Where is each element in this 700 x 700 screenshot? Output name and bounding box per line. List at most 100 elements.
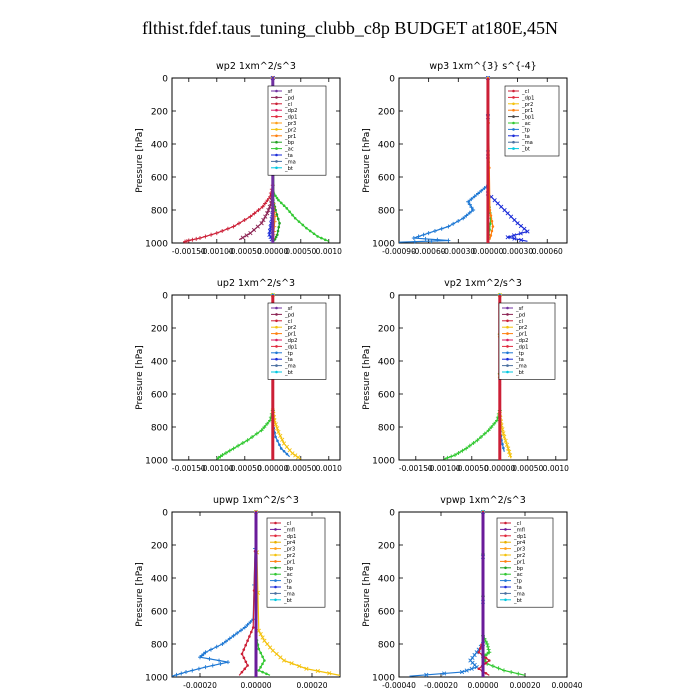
series-marker [236,443,241,448]
series-marker [279,201,283,205]
series-marker [464,446,469,451]
series-marker [502,446,505,450]
legend-marker [274,579,277,582]
series-marker [252,211,257,216]
legend-marker [275,134,278,138]
series-marker [456,450,461,455]
series-marker [279,447,283,450]
series-marker [502,208,507,213]
series-marker [472,194,477,199]
series-marker [248,635,251,638]
legend-marker [275,332,278,335]
series-marker [251,227,257,233]
series-marker [218,661,223,666]
series-marker [278,655,283,660]
legend-label: _bt [283,598,292,604]
x-tick-label: 0.00000 [257,247,288,256]
series-marker [469,197,474,202]
series-marker [190,668,195,673]
series-marker [449,454,454,459]
legend-marker [275,115,278,118]
series-marker [289,661,294,666]
series-line [216,295,274,460]
series-marker [226,660,230,665]
legend-marker [275,108,278,112]
legend-marker [504,521,507,525]
y-tick-label: 200 [151,108,168,118]
y-tick-label: 600 [378,608,395,618]
series-marker [312,232,316,236]
series-marker [518,223,524,229]
series-marker [482,431,487,436]
series-marker [275,426,280,431]
series-marker [285,207,289,210]
panel-title: up2 1xm^2/s^3 [217,278,295,289]
series-marker [270,648,275,653]
legend-label: _cl [521,89,529,95]
x-tick-label: 0.00050 [285,464,316,473]
legend-marker [504,540,507,544]
series-marker [248,620,253,625]
series-marker [442,671,447,676]
series-marker [459,669,465,675]
series-marker [244,660,248,664]
series-marker [275,233,279,237]
chart-panel: up2 1xm^2/s^3 Pressure [hPa] 0 200 400 600 800… [135,278,342,473]
x-tick-label: 0.00060 [532,247,563,256]
chart-panel: wp2 1xm^2/s^3 Pressure [hPa] 0 200 400 600 800… [135,61,342,256]
series-marker [293,453,298,458]
y-axis-label: Pressure [hPa] [362,128,372,193]
y-tick-label: 0 [162,292,168,302]
y-tick-label: 600 [151,608,168,618]
legend-marker [506,364,509,367]
series-line [409,512,484,677]
series-marker [471,441,476,446]
x-tick-label: 0.00000 [467,681,498,690]
legend-label: _ma [515,364,527,370]
y-axis-label: Pressure [hPa] [362,345,372,410]
series-marker [512,236,517,241]
legend-marker [506,319,509,323]
y-tick-label: 400 [378,358,395,368]
series-marker [255,224,260,229]
y-tick-label: 800 [151,641,168,651]
series-marker [489,425,494,430]
series-marker [244,233,249,238]
series-marker [244,643,247,647]
legend-marker [506,325,509,329]
legend-marker [504,547,507,550]
legend-box [266,517,326,608]
series-marker [509,670,514,675]
series-marker [263,201,268,206]
series-marker [209,232,214,237]
series-marker [227,448,232,453]
series-marker [486,647,491,652]
series-marker [439,226,444,231]
series-marker [276,429,281,435]
series-marker [290,451,295,456]
series-marker [490,219,494,223]
legend-label: _dp1 [515,344,528,350]
series-marker [505,211,510,216]
series-marker [242,625,247,630]
series-line [272,77,330,242]
series-line [398,78,489,243]
series-marker [174,672,179,677]
legend-marker [275,166,278,170]
series-marker [495,201,500,206]
series-marker [227,636,232,641]
legend-marker [275,364,278,367]
legend-marker [275,319,278,323]
series-marker [261,655,264,659]
series-marker [282,204,286,208]
series-marker [231,446,236,451]
x-tick-label: 0.00030 [502,247,533,256]
legend-marker [504,572,507,576]
series-marker [304,666,309,671]
series-marker [281,441,287,446]
series-marker [508,214,514,219]
legend-label: _mfl [513,527,525,533]
series-marker [214,231,219,236]
series-marker [297,663,302,669]
plot-frame [398,294,568,461]
